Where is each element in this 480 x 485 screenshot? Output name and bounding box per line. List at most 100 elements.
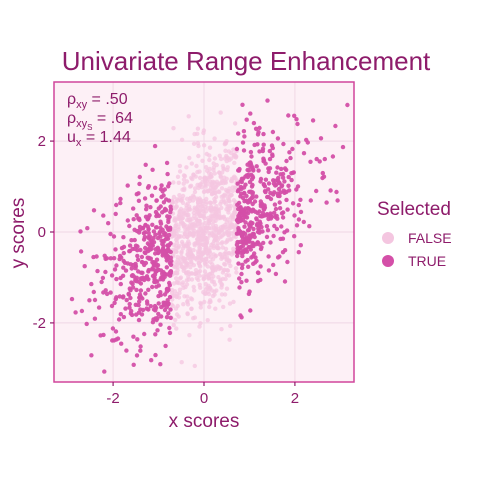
point-false [181, 224, 187, 229]
point-true [166, 198, 172, 203]
point-false [201, 214, 207, 219]
point-false [177, 193, 182, 198]
point-true [268, 240, 273, 245]
point-false [190, 176, 195, 182]
point-true [261, 240, 266, 246]
point-false [215, 245, 220, 251]
point-true [125, 183, 130, 188]
point-true [160, 241, 165, 247]
point-true [159, 183, 164, 188]
chart-title: Univariate Range Enhancement [62, 46, 431, 76]
point-true [276, 180, 282, 185]
point-true [249, 184, 255, 189]
point-true [167, 273, 173, 278]
point-false [174, 294, 179, 299]
point-true [164, 304, 169, 310]
point-false [220, 163, 226, 169]
point-true [140, 275, 146, 280]
point-false [177, 196, 183, 201]
point-false [175, 303, 180, 309]
point-true [269, 143, 275, 148]
point-true [132, 246, 138, 251]
point-true [114, 276, 119, 282]
point-false [213, 232, 219, 238]
point-true [244, 209, 249, 215]
point-true [82, 264, 87, 269]
point-true [144, 276, 150, 281]
point-false [201, 290, 206, 295]
point-true [134, 213, 139, 218]
point-true [139, 270, 144, 275]
point-true [91, 208, 97, 213]
point-false [210, 232, 216, 238]
point-false [206, 276, 211, 281]
point-true [166, 217, 171, 222]
point-true [310, 118, 316, 123]
point-true [320, 175, 325, 181]
point-false [194, 196, 200, 201]
point-true [292, 234, 297, 239]
point-true [146, 269, 151, 274]
point-false [224, 207, 229, 212]
point-true [69, 296, 75, 302]
data-points [69, 98, 350, 374]
point-true [137, 217, 142, 223]
point-true [241, 215, 246, 220]
point-true [287, 188, 292, 193]
point-false [193, 232, 198, 237]
point-false [188, 231, 193, 237]
point-false [221, 251, 227, 257]
point-true [266, 254, 271, 259]
point-true [277, 206, 283, 211]
point-false [196, 185, 201, 191]
point-true [235, 253, 240, 259]
point-true [100, 275, 106, 281]
point-true [168, 315, 173, 320]
point-false [189, 306, 194, 311]
point-true [261, 206, 266, 212]
point-true [113, 247, 118, 252]
point-true [143, 291, 148, 296]
point-false [224, 286, 230, 291]
point-true [112, 256, 117, 261]
legend-swatch-false [382, 232, 394, 244]
x-tick-label: 2 [291, 390, 299, 407]
point-true [161, 193, 166, 198]
point-false [180, 211, 185, 216]
point-false [219, 186, 225, 191]
point-true [239, 271, 244, 277]
point-false [217, 189, 222, 195]
point-true [258, 176, 264, 182]
point-false [203, 180, 208, 186]
point-true [129, 266, 134, 271]
point-false [214, 179, 220, 184]
point-true [308, 159, 313, 164]
point-false [196, 203, 201, 208]
point-true [121, 244, 127, 250]
point-false [173, 218, 178, 223]
point-false [188, 250, 194, 256]
point-false [184, 205, 189, 211]
point-true [112, 300, 117, 306]
point-true [166, 287, 171, 293]
point-false [176, 280, 182, 286]
point-true [164, 235, 169, 240]
point-true [244, 117, 249, 122]
point-true [131, 334, 136, 339]
point-false [226, 273, 232, 278]
x-tick-label: 0 [200, 390, 208, 407]
point-false [223, 240, 228, 245]
stats-annotation: ρxy = .50 ρxyS = .64 ux = 1.44 [67, 91, 133, 149]
point-false [204, 151, 209, 157]
point-true [265, 194, 270, 200]
point-true [248, 111, 253, 116]
point-true [137, 299, 142, 304]
x-axis-label: x scores [169, 411, 240, 432]
point-false [182, 186, 187, 191]
point-true [144, 306, 149, 311]
point-true [94, 254, 99, 259]
point-true [125, 218, 130, 223]
point-false [230, 185, 235, 190]
point-true [242, 249, 247, 254]
point-false [205, 248, 210, 253]
